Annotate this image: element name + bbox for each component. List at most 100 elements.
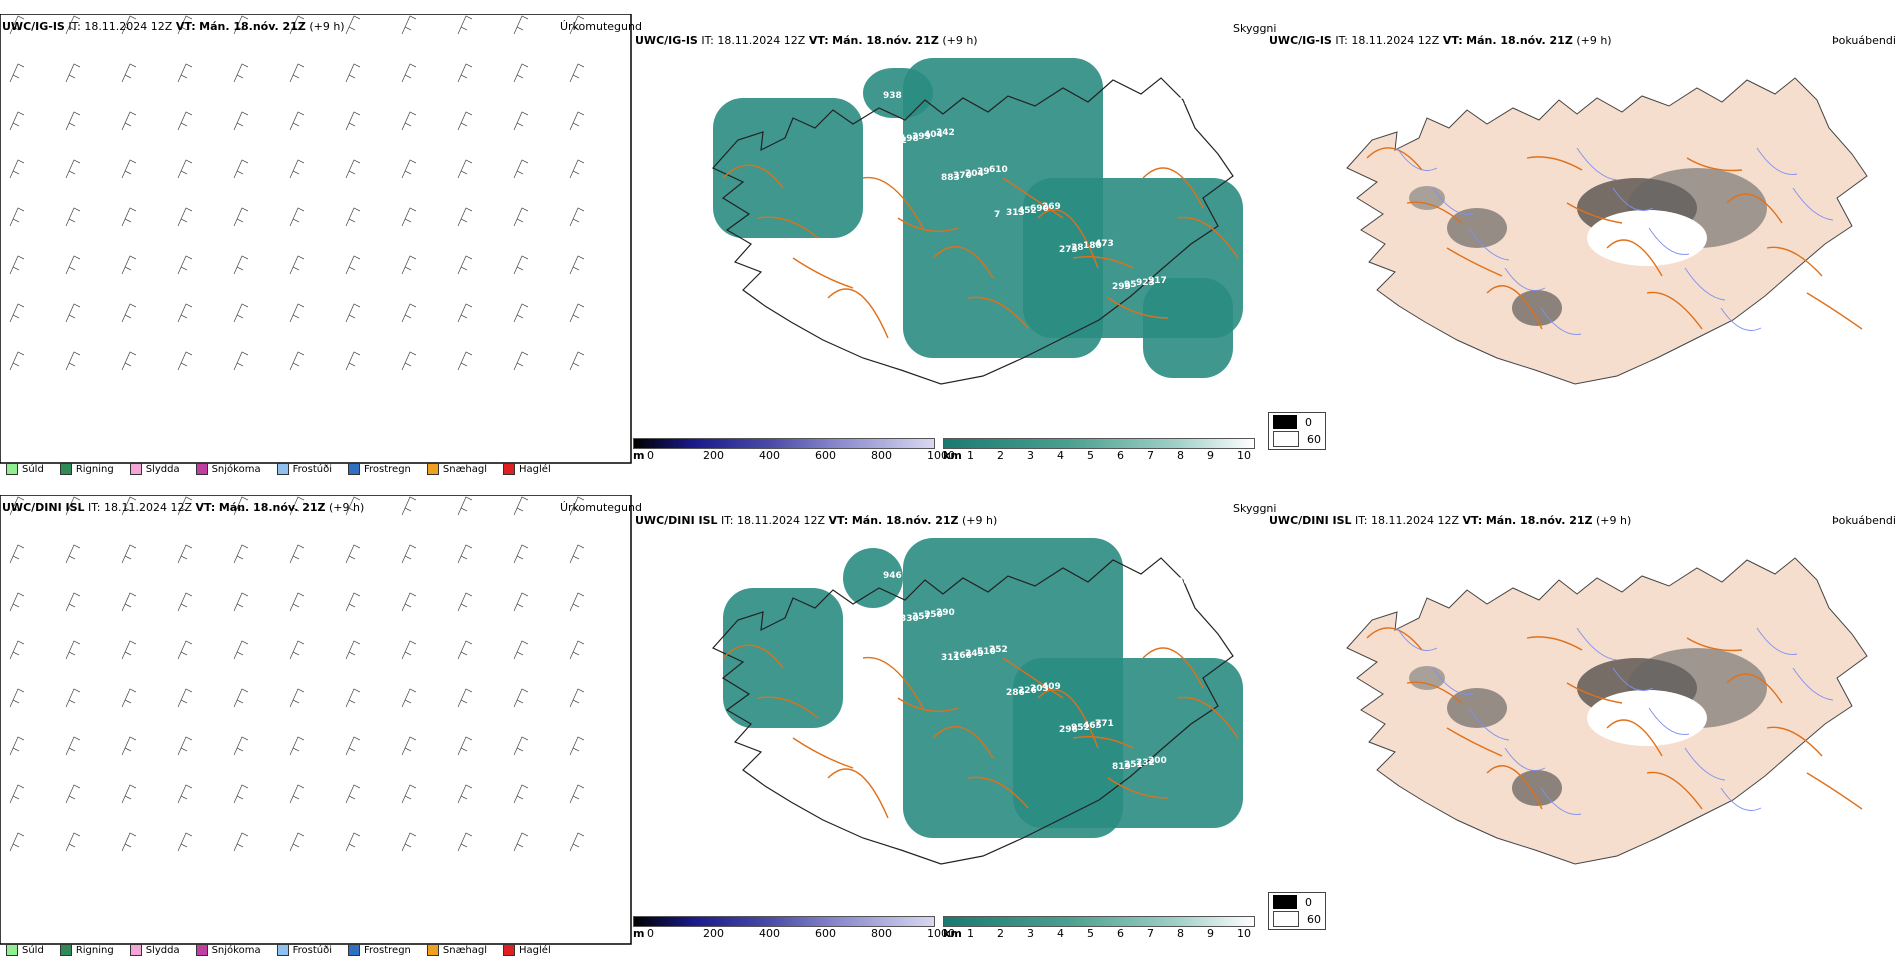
visibility-tick: 1: [967, 449, 974, 462]
legend-item: Rigning: [59, 944, 114, 956]
legend-item: Snjókoma: [195, 463, 261, 475]
height-tick: 600: [815, 927, 836, 940]
ceiling-label: 917: [1148, 276, 1167, 286]
fog-legend: 0 60: [1268, 892, 1326, 930]
field-name: Þokuábendi: [1832, 34, 1896, 47]
visibility-colorbar: km 1 2 3 4 5 6 7 8 9 10: [943, 916, 1255, 941]
ceiling-label: 690: [1030, 204, 1049, 214]
height-tick: 600: [815, 449, 836, 462]
ceiling-label: 313: [1006, 208, 1025, 218]
ceiling-label: 610: [989, 165, 1008, 175]
fog-tick: 0: [1305, 895, 1312, 909]
legend-label: Snæhagl: [442, 944, 488, 956]
height-tick: 1000: [927, 449, 955, 462]
height-tick: 200: [703, 927, 724, 940]
visibility-tick: 9: [1207, 449, 1214, 462]
model-name: UWC/IG-IS: [2, 20, 65, 33]
visibility-tick: 3: [1027, 927, 1034, 940]
ceiling-label: 250: [924, 610, 943, 620]
ceiling-label: 226: [1018, 686, 1037, 696]
ceiling-label: 134: [1201, 573, 1220, 583]
valid-time: Mán. 18.nóv. 21Z: [832, 34, 939, 47]
ceiling-label: 57: [1177, 97, 1190, 107]
visibility-tick: 9: [1207, 927, 1214, 940]
visibility-tick: 6: [1117, 927, 1124, 940]
visibility-tick: 4: [1057, 927, 1064, 940]
legend-label: Frostúði: [292, 944, 332, 956]
legend-item: Súld: [6, 944, 44, 956]
ceiling-label: 180: [1083, 241, 1102, 251]
ceiling-label: 357: [912, 612, 931, 622]
ceiling-label: 819: [1112, 762, 1131, 772]
legend-item: Súld: [6, 463, 44, 475]
ceiling-label: 311: [941, 653, 960, 663]
lead-time: (+9 h): [309, 20, 345, 33]
legend-item: Frostúði: [276, 944, 332, 956]
legend-item: Snæhagl: [426, 463, 487, 475]
visibility-tick: 8: [1177, 449, 1184, 462]
fog-tick: 60: [1307, 432, 1321, 446]
valid-time: Mán. 18.nóv. 21Z: [1466, 34, 1573, 47]
fog-tick: 0: [1305, 415, 1312, 429]
model-name: UWC/DINI ISL: [635, 514, 718, 527]
visibility-tick: 1: [967, 927, 974, 940]
ceiling-label: 275: [1059, 245, 1078, 255]
visibility-colorbar: km 1 2 3 4 5 6 7 8 9 10: [943, 438, 1255, 463]
visibility-tick: 3: [1027, 449, 1034, 462]
model-name: UWC/DINI ISL: [1269, 514, 1352, 527]
height-colorbar: m 0 200 400 600 800 1000: [633, 916, 955, 941]
ceiling-label: 296: [1059, 725, 1078, 735]
fog-swatch-white: [1273, 431, 1299, 447]
lead-time: (+9 h): [942, 34, 978, 47]
map-canvas: [1346, 557, 1868, 865]
panel-title: UWC/DINI ISL IT: 18.11.2024 12Z VT: Mán.…: [2, 501, 364, 514]
ceiling-label: 732: [888, 136, 907, 146]
ceiling-label: 286: [1006, 688, 1025, 698]
ceiling-label: 952: [1071, 723, 1090, 733]
panel-title: UWC/IG-IS IT: 18.11.2024 12Z VT: Mán. 18…: [1269, 34, 1612, 47]
legend-item: Slydda: [129, 463, 180, 475]
ceiling-label: 204: [965, 169, 984, 179]
field-name: Skyggni: [1233, 502, 1277, 515]
ceiling-label: 330: [900, 614, 919, 624]
ceiling-label: 252: [989, 645, 1008, 655]
map-canvas: [1346, 77, 1868, 385]
legend-item: Snjókoma: [195, 944, 261, 956]
legend-swatch: [426, 944, 439, 956]
legend-label: Haglél: [519, 463, 551, 475]
legend-swatch: [276, 944, 289, 956]
ceiling-label: 465: [1083, 721, 1102, 731]
panel-title: UWC/IG-IS IT: 18.11.2024 12Z VT: Mán. 18…: [2, 20, 345, 33]
init-time: IT: 18.11.2024 12Z: [721, 514, 826, 527]
legend-label: Slydda: [145, 944, 180, 956]
ceiling-label: 370: [953, 171, 972, 181]
legend-swatch: [348, 944, 360, 956]
height-colorbar: m 0 200 400 600 800 1000: [633, 438, 955, 463]
map-canvas: [0, 495, 632, 945]
valid-time: Mán. 18.nóv. 21Z: [1485, 514, 1593, 527]
ceiling-label: 183: [1165, 579, 1184, 589]
legend-item: Slydda: [129, 944, 180, 956]
height-tick: 800: [871, 927, 892, 940]
map-canvas: [0, 14, 632, 464]
height-tick: 0: [647, 449, 654, 462]
legend-label: Haglél: [519, 944, 551, 956]
field-name: Úrkomutegund: [560, 20, 642, 33]
ceiling-label: 266: [953, 651, 972, 661]
height-tick: 200: [703, 449, 724, 462]
legend-label: Frostregn: [364, 944, 411, 956]
field-name: Úrkomutegund: [560, 501, 642, 514]
height-tick: 0: [647, 927, 654, 940]
valid-label: VT:: [808, 34, 829, 47]
legend-swatch: [276, 463, 289, 475]
visibility-tick: 7: [1147, 927, 1154, 940]
ceiling-label: 290: [936, 608, 955, 618]
panel-title: UWC/DINI ISL IT: 18.11.2024 12Z VT: Mán.…: [1269, 514, 1631, 527]
legend-item: Rigning: [59, 463, 114, 475]
ceiling-label: 409: [1042, 682, 1061, 692]
legend-label: Súld: [22, 944, 44, 956]
ceiling-label: 264: [1177, 577, 1196, 587]
visibility-unit: km: [943, 927, 962, 940]
ceiling-label: 923: [1136, 278, 1155, 288]
visibility-tick: 10: [1237, 449, 1251, 462]
